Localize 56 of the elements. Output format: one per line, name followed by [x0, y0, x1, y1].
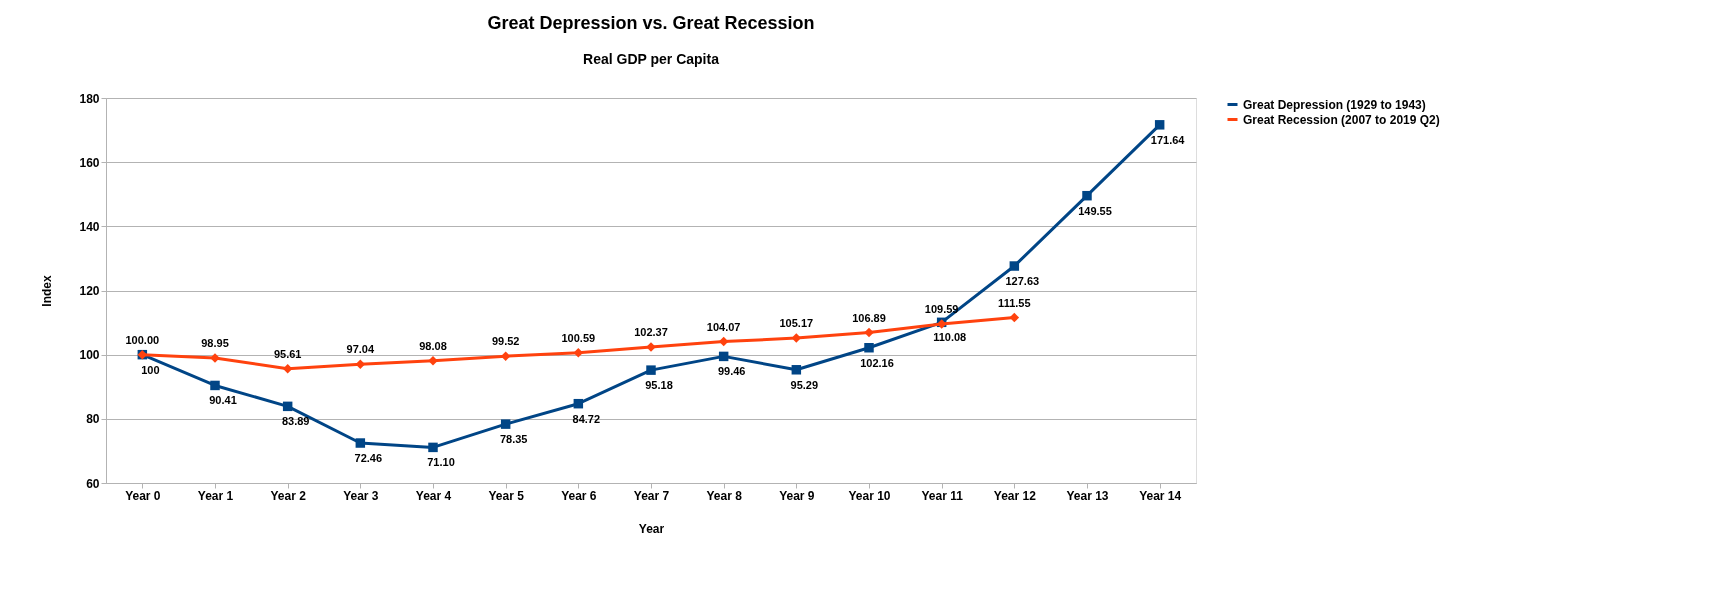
data-label: 72.46 [354, 452, 383, 465]
x-tick-label: Year 8 [706, 488, 743, 503]
data-label: 100 [141, 363, 160, 376]
legend-label: Great Recession (2007 to 2019 Q2) [1243, 112, 1440, 127]
data-label: 171.64 [1150, 133, 1186, 146]
data-label: 106.89 [852, 311, 886, 324]
x-tick-label: Year 10 [848, 488, 891, 503]
data-label: 90.41 [209, 394, 237, 407]
x-tick-label: Year 9 [779, 488, 815, 503]
chart-subtitle: Real GDP per Capita [583, 51, 720, 67]
data-label: 95.61 [273, 347, 302, 360]
x-tick-label: Year 1 [197, 488, 234, 503]
data-label: 111.55 [998, 296, 1031, 309]
data-label: 99.52 [491, 335, 520, 348]
data-label: 71.10 [427, 456, 455, 469]
data-label: 100.59 [561, 331, 596, 344]
data-label: 102.16 [860, 356, 894, 369]
x-tick-label: Year 7 [633, 488, 670, 503]
data-label: 105.17 [779, 317, 814, 330]
data-label: 127.63 [1005, 275, 1040, 288]
data-label: 102.37 [634, 326, 668, 339]
data-label: 104.07 [706, 320, 741, 333]
x-tick-label: Year 0 [125, 488, 161, 503]
x-tick-label: Year 5 [488, 488, 525, 503]
x-tick-label: Year 3 [343, 488, 379, 503]
x-tick-label: Year 2 [270, 488, 307, 503]
data-label: 83.89 [281, 415, 310, 428]
x-tick-label: Year 13 [1066, 488, 1109, 503]
data-label: 98.08 [419, 339, 447, 352]
legend-label: Great Depression (1929 to 1943) [1243, 97, 1426, 112]
x-tick-label: Year 4 [415, 488, 452, 503]
data-label: 95.18 [645, 379, 673, 392]
data-label: 78.35 [499, 433, 528, 446]
x-tick-label: Year 6 [561, 488, 597, 503]
y-tick-label: 140 [79, 219, 100, 234]
y-tick-label: 160 [79, 155, 100, 170]
data-label: 84.72 [572, 412, 601, 425]
chart-title: Great Depression vs. Great Recession [487, 13, 815, 33]
x-tick-label: Year 12 [993, 488, 1037, 503]
x-tick-label: Year 11 [921, 488, 964, 503]
y-tick-label: 120 [79, 284, 100, 298]
data-label: 109.59 [924, 302, 959, 315]
y-tick-label: 80 [86, 412, 100, 427]
data-label: 99.46 [717, 365, 746, 378]
x-axis-title: Year [638, 521, 665, 536]
data-label: 98.95 [201, 337, 229, 350]
y-tick-label: 60 [86, 476, 100, 491]
data-label: 149.55 [1078, 204, 1112, 217]
x-tick-label: Year 14 [1139, 488, 1182, 503]
y-tick-label: 100 [79, 348, 100, 363]
y-tick-label: 180 [79, 91, 100, 106]
data-label: 97.04 [346, 343, 375, 356]
data-label: 110.08 [933, 331, 967, 344]
data-label: 95.29 [790, 378, 819, 391]
y-axis-title: Index [40, 275, 55, 307]
data-label: 100.00 [125, 333, 160, 346]
